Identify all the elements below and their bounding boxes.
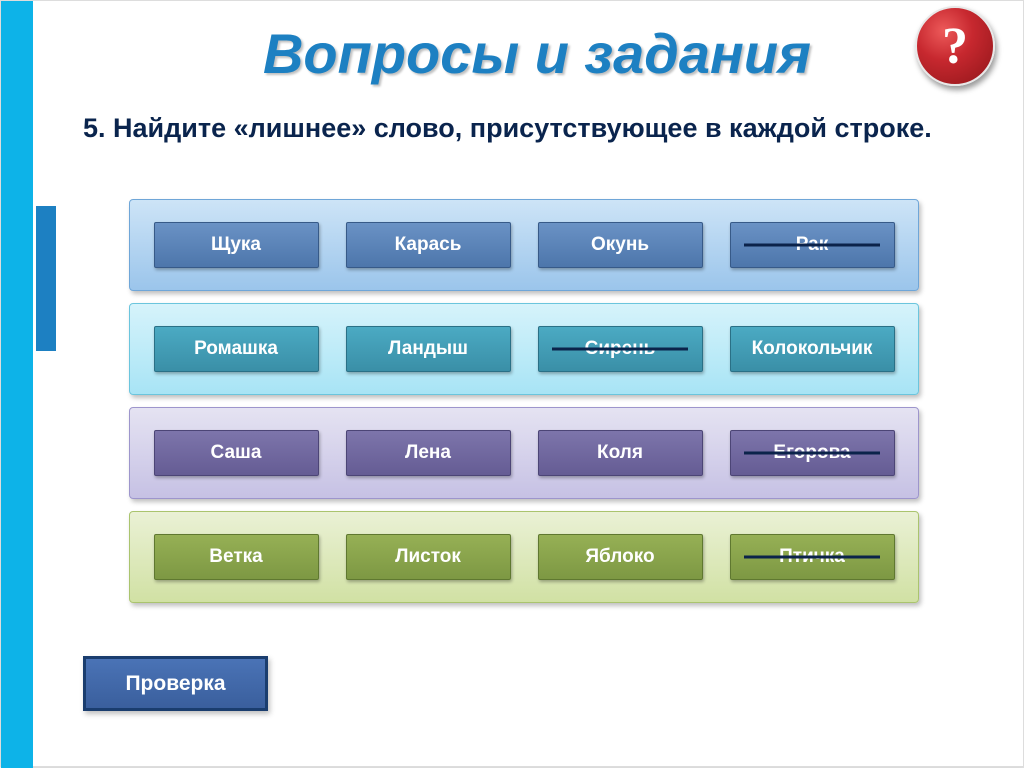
- word-cell[interactable]: Яблоко: [538, 534, 703, 580]
- word-label: Яблоко: [585, 546, 654, 568]
- word-cell[interactable]: Карась: [346, 222, 511, 268]
- word-cell[interactable]: Ромашка: [154, 326, 319, 372]
- strike-line: [744, 556, 881, 559]
- word-cell[interactable]: Ветка: [154, 534, 319, 580]
- left-accent: [36, 206, 56, 351]
- word-row: Саша Лена Коля Егорова: [129, 407, 919, 499]
- word-cell[interactable]: Саша: [154, 430, 319, 476]
- badge-symbol: ?: [942, 17, 968, 76]
- rows-area: Щука Карась Окунь Рак Ромашка Ландыш Сирень Кол…: [129, 199, 919, 615]
- question-text: 5. Найдите «лишнее» слово, присутствующе…: [83, 111, 943, 146]
- strike-line: [744, 452, 881, 455]
- word-cell[interactable]: Егорова: [730, 430, 895, 476]
- word-cell[interactable]: Лена: [346, 430, 511, 476]
- check-button-label: Проверка: [125, 672, 225, 696]
- word-label: Карась: [395, 234, 462, 256]
- word-label: Листок: [395, 546, 461, 568]
- check-button[interactable]: Проверка: [83, 656, 268, 711]
- word-label: Ветка: [209, 546, 262, 568]
- word-cell[interactable]: Листок: [346, 534, 511, 580]
- word-cell[interactable]: Рак: [730, 222, 895, 268]
- left-bar: [1, 1, 33, 768]
- slide: Вопросы и задания ? 5. Найдите «лишнее» …: [0, 0, 1024, 767]
- page-title: Вопросы и задания: [51, 21, 1023, 86]
- word-label: Колокольчик: [752, 338, 873, 360]
- word-label: Коля: [597, 442, 643, 464]
- word-cell[interactable]: Сирень: [538, 326, 703, 372]
- word-label: Ландыш: [388, 338, 468, 360]
- word-label: Саша: [211, 442, 262, 464]
- word-label: Щука: [211, 234, 261, 256]
- question-badge-icon: ?: [915, 6, 995, 86]
- word-cell[interactable]: Ландыш: [346, 326, 511, 372]
- word-cell[interactable]: Щука: [154, 222, 319, 268]
- strike-line: [552, 348, 689, 351]
- word-label: Окунь: [591, 234, 649, 256]
- word-cell[interactable]: Колокольчик: [730, 326, 895, 372]
- word-row: Ромашка Ландыш Сирень Колокольчик: [129, 303, 919, 395]
- word-cell[interactable]: Птичка: [730, 534, 895, 580]
- word-cell[interactable]: Окунь: [538, 222, 703, 268]
- word-label: Ромашка: [194, 338, 278, 360]
- word-label: Лена: [405, 442, 451, 464]
- word-row: Ветка Листок Яблоко Птичка: [129, 511, 919, 603]
- strike-line: [744, 244, 881, 247]
- word-cell[interactable]: Коля: [538, 430, 703, 476]
- word-row: Щука Карась Окунь Рак: [129, 199, 919, 291]
